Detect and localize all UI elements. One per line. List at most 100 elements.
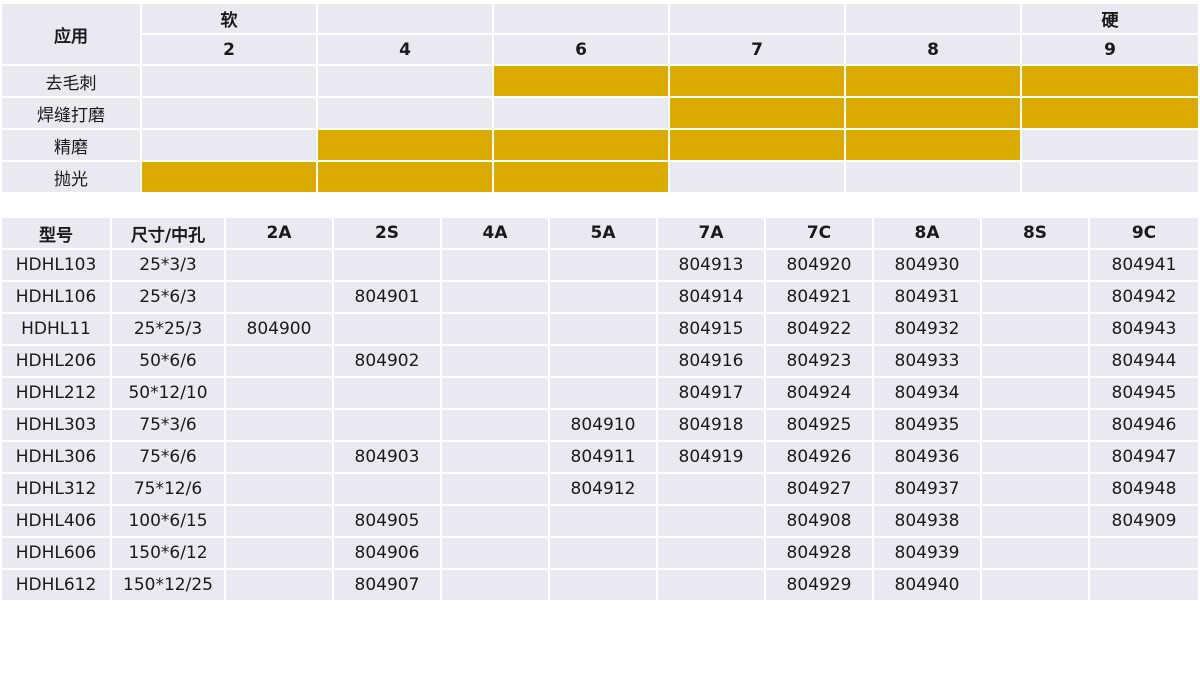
size-cell: 50*12/10 <box>112 378 226 410</box>
size-cell: 150*12/25 <box>112 570 226 602</box>
model-cell: HDHL612 <box>2 570 112 602</box>
model-cell: HDHL206 <box>2 346 112 378</box>
part-number-cell <box>982 282 1090 314</box>
part-number-cell <box>226 410 334 442</box>
part-number-cell <box>658 474 766 506</box>
suitable-cell <box>1022 66 1198 98</box>
model-cell: HDHL303 <box>2 410 112 442</box>
part-number-cell: 804903 <box>334 442 442 474</box>
size-cell: 100*6/15 <box>112 506 226 538</box>
application-row: 精磨 <box>2 130 1198 162</box>
part-number-cell <box>226 570 334 602</box>
empty-cell <box>494 98 670 130</box>
part-number-cell <box>226 378 334 410</box>
suitable-cell <box>494 66 670 98</box>
table-row: HDHL303 75*3/6 804910 804918 804925 804935 804… <box>2 410 1198 442</box>
model-cell: HDHL106 <box>2 282 112 314</box>
part-number-cell: 804920 <box>766 250 874 282</box>
level-header: 8 <box>846 35 1022 66</box>
column-header: 8A <box>874 218 982 250</box>
part-number-cell <box>550 346 658 378</box>
part-number-cell: 804916 <box>658 346 766 378</box>
part-number-cell <box>226 346 334 378</box>
part-number-cell: 804906 <box>334 538 442 570</box>
part-number-cell <box>334 474 442 506</box>
level-header: 4 <box>318 35 494 66</box>
part-number-cell: 804939 <box>874 538 982 570</box>
level-header: 7 <box>670 35 846 66</box>
part-number-cell: 804946 <box>1090 410 1198 442</box>
table-row: HDHL206 50*6/6 804902 804916 804923 804933 804… <box>2 346 1198 378</box>
table-row: HDHL612 150*12/25 804907 804929 804940 <box>2 570 1198 602</box>
part-number-cell <box>1090 538 1198 570</box>
level-header: 9 <box>1022 35 1198 66</box>
part-number-cell: 804908 <box>766 506 874 538</box>
part-number-cell: 804909 <box>1090 506 1198 538</box>
part-number-cell <box>658 538 766 570</box>
empty-cell <box>1022 162 1198 194</box>
table-row: HDHL106 25*6/3 804901 804914 804921 804931 804… <box>2 282 1198 314</box>
blank-cell <box>318 4 494 35</box>
part-number-cell <box>442 538 550 570</box>
part-number-cell: 804922 <box>766 314 874 346</box>
part-number-cell: 804932 <box>874 314 982 346</box>
part-number-cell <box>334 250 442 282</box>
level-header: 6 <box>494 35 670 66</box>
empty-cell <box>142 130 318 162</box>
part-number-cell: 804911 <box>550 442 658 474</box>
empty-cell <box>846 162 1022 194</box>
model-cell: HDHL103 <box>2 250 112 282</box>
suitable-cell <box>494 130 670 162</box>
part-number-cell: 804921 <box>766 282 874 314</box>
part-number-cell <box>550 570 658 602</box>
part-number-cell: 804917 <box>658 378 766 410</box>
part-number-cell <box>442 314 550 346</box>
table-row: HDHL212 50*12/10 804917 804924 804934 804945 <box>2 378 1198 410</box>
part-number-cell: 804944 <box>1090 346 1198 378</box>
part-number-cell: 804905 <box>334 506 442 538</box>
empty-cell <box>1022 130 1198 162</box>
part-number-cell: 804910 <box>550 410 658 442</box>
part-number-cell <box>982 474 1090 506</box>
part-number-cell: 804924 <box>766 378 874 410</box>
table-row: HDHL606 150*6/12 804906 804928 804939 <box>2 538 1198 570</box>
part-number-cell <box>982 442 1090 474</box>
part-number-cell <box>442 506 550 538</box>
part-number-cell: 804900 <box>226 314 334 346</box>
column-header: 7C <box>766 218 874 250</box>
part-number-cell: 804927 <box>766 474 874 506</box>
size-cell: 50*6/6 <box>112 346 226 378</box>
part-number-cell: 804942 <box>1090 282 1198 314</box>
application-row: 去毛刺 <box>2 66 1198 98</box>
part-number-cell: 804931 <box>874 282 982 314</box>
model-cell: HDHL306 <box>2 442 112 474</box>
suitable-cell <box>1022 98 1198 130</box>
product-header-row: 型号 尺寸/中孔 2A 2S 4A 5A 7A 7C 8A 8S 9C <box>2 218 1198 250</box>
suitable-cell <box>670 66 846 98</box>
column-header: 5A <box>550 218 658 250</box>
size-cell: 150*6/12 <box>112 538 226 570</box>
part-number-cell: 804923 <box>766 346 874 378</box>
part-number-cell: 804915 <box>658 314 766 346</box>
part-number-cell: 804929 <box>766 570 874 602</box>
part-number-cell <box>550 282 658 314</box>
part-number-cell: 804948 <box>1090 474 1198 506</box>
part-number-cell: 804934 <box>874 378 982 410</box>
blank-cell <box>494 4 670 35</box>
suitable-cell <box>846 66 1022 98</box>
column-header: 7A <box>658 218 766 250</box>
part-number-cell <box>982 250 1090 282</box>
part-number-cell <box>226 474 334 506</box>
application-header: 应用 <box>2 4 142 66</box>
application-row: 抛光 <box>2 162 1198 194</box>
application-label: 去毛刺 <box>2 66 142 98</box>
part-number-cell <box>550 538 658 570</box>
application-label: 抛光 <box>2 162 142 194</box>
hard-label: 硬 <box>1022 4 1198 35</box>
part-number-cell: 804912 <box>550 474 658 506</box>
empty-cell <box>670 162 846 194</box>
suitable-cell <box>318 162 494 194</box>
column-header: 2S <box>334 218 442 250</box>
part-number-cell <box>442 442 550 474</box>
part-number-cell <box>982 538 1090 570</box>
